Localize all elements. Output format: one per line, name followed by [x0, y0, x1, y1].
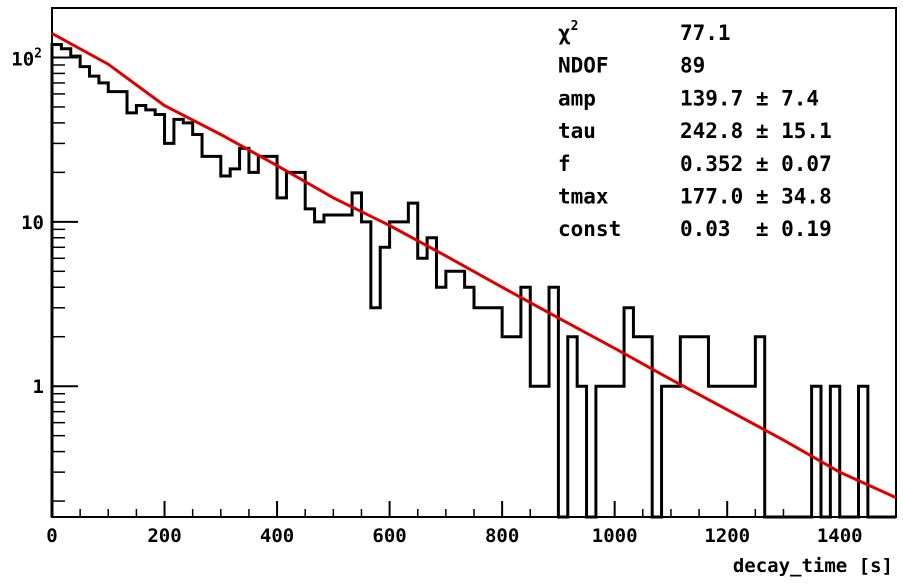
- stats-value: 77.1: [680, 21, 731, 45]
- stats-value: 242.8 ± 15.1: [680, 119, 832, 143]
- stats-value: 0.352 ± 0.07: [680, 152, 832, 176]
- x-tick-label: 400: [260, 525, 294, 547]
- stats-label: amp: [558, 86, 596, 110]
- histogram-step-line: [50, 42, 896, 519]
- x-axis-label: decay_time [s]: [733, 555, 893, 577]
- fit-curve: [51, 32, 897, 499]
- stats-label: χ2: [558, 19, 578, 45]
- plot-frame: [51, 7, 897, 518]
- stats-value: 177.0 ± 34.8: [680, 185, 832, 209]
- stats-value: 139.7 ± 7.4: [680, 86, 819, 110]
- stats-value: 89: [680, 54, 705, 78]
- x-tick-label: 1400: [817, 525, 863, 547]
- x-tick-label: 0: [46, 525, 57, 547]
- stats-label: tmax: [558, 185, 609, 209]
- x-tick-label: 600: [372, 525, 406, 547]
- y-tick-label: 10: [21, 212, 44, 234]
- y-tick-label: 1: [33, 376, 44, 398]
- stats-label: f: [558, 152, 571, 176]
- x-tick-label: 1000: [592, 525, 638, 547]
- stats-value: 0.03 ± 0.19: [680, 217, 832, 241]
- stats-label: const: [558, 217, 621, 241]
- x-tick-label: 1200: [704, 525, 750, 547]
- y-tick-label: 102: [11, 46, 42, 70]
- stats-label: NDOF: [558, 54, 609, 78]
- x-tick-label: 200: [147, 525, 181, 547]
- stats-label: tau: [558, 119, 596, 143]
- x-tick-label: 800: [485, 525, 519, 547]
